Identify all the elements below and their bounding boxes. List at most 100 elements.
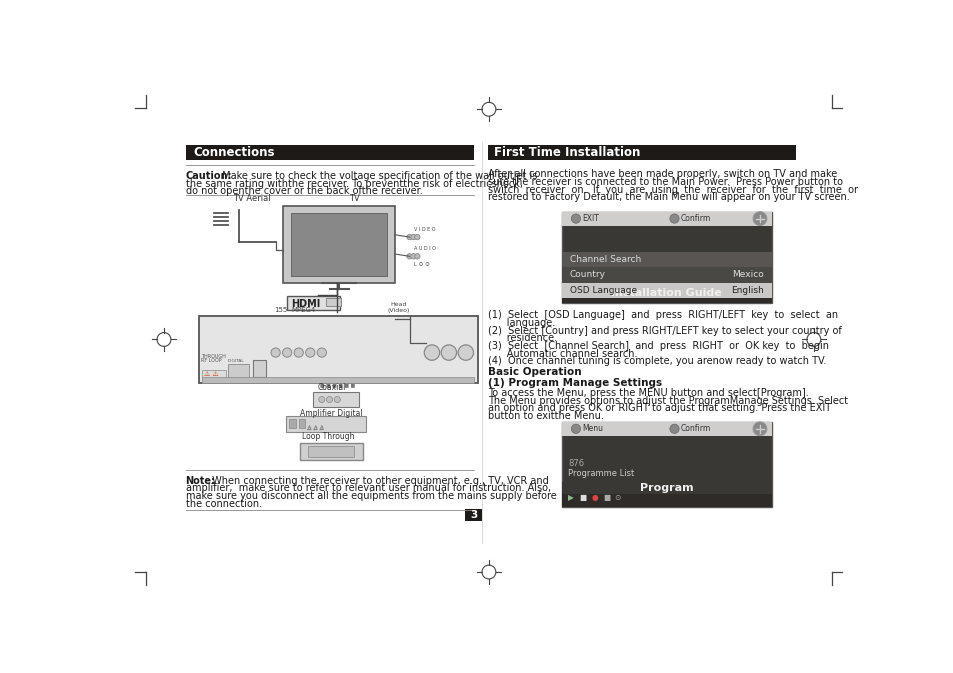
Text: residence.: residence.: [488, 333, 557, 343]
Bar: [561, 252, 771, 267]
Text: 3: 3: [470, 510, 476, 520]
Text: ⊙: ⊙: [614, 493, 620, 501]
Text: MPEG4: MPEG4: [291, 307, 314, 313]
Bar: [185, 145, 474, 160]
Text: (2)  Select [Country] and press RIGHT/LEFT key to select your country of: (2) Select [Country] and press RIGHT/LEF…: [488, 326, 841, 336]
Bar: [325, 298, 341, 306]
Bar: [561, 422, 771, 435]
Text: Basic Operation: Basic Operation: [488, 367, 581, 377]
Text: Amplifier Digital: Amplifier Digital: [300, 409, 362, 418]
Text: (4)  Once channel tuning is complete, you arenow ready to watch TV.: (4) Once channel tuning is complete, you…: [488, 357, 825, 366]
Bar: [561, 212, 771, 225]
Circle shape: [318, 396, 325, 402]
Text: Confirm: Confirm: [679, 424, 710, 433]
Bar: [313, 392, 358, 407]
Circle shape: [669, 214, 679, 223]
Circle shape: [334, 396, 340, 402]
Circle shape: [415, 234, 419, 240]
Circle shape: [457, 345, 473, 360]
Bar: [298, 419, 305, 428]
Bar: [561, 482, 771, 494]
Text: an option and press OK or RIGHT to adjust that setting. Press the EXIT: an option and press OK or RIGHT to adjus…: [488, 403, 830, 413]
Bar: [561, 494, 771, 507]
Text: language.: language.: [488, 318, 555, 328]
Text: HDMI: HDMI: [291, 299, 320, 309]
Circle shape: [326, 396, 333, 402]
Text: First Time Installation: First Time Installation: [494, 146, 640, 159]
Bar: [561, 267, 771, 283]
Text: button to exitthe Menu.: button to exitthe Menu.: [488, 411, 603, 421]
Circle shape: [752, 422, 766, 435]
Bar: [464, 509, 481, 521]
Circle shape: [424, 345, 439, 360]
Text: Program: Program: [639, 483, 693, 493]
Text: (1)  Select  [OSD Language]  and  press  RIGHT/LEFT  key  to  select  an: (1) Select [OSD Language] and press RIGH…: [488, 310, 838, 320]
Circle shape: [752, 212, 766, 225]
Text: Caution:: Caution:: [185, 171, 232, 181]
Text: Menu: Menu: [581, 424, 602, 433]
Circle shape: [294, 348, 303, 357]
Circle shape: [571, 424, 580, 433]
Text: TV: TV: [349, 194, 359, 203]
Text: Coaxial: Coaxial: [317, 384, 346, 392]
Circle shape: [271, 348, 280, 357]
Text: the same rating withthe receiver. To preventthe risk of electricshock,: the same rating withthe receiver. To pre…: [185, 178, 522, 188]
Text: ▶: ▶: [568, 493, 574, 501]
Text: make sure you disconnect all the equipments from the mains supply before: make sure you disconnect all the equipme…: [185, 491, 556, 501]
Circle shape: [282, 348, 292, 357]
Bar: [291, 213, 387, 277]
Text: English: English: [730, 286, 763, 295]
Text: ●: ●: [591, 493, 598, 501]
Text: OSD Language: OSD Language: [569, 286, 637, 295]
Bar: [561, 283, 771, 303]
Text: sure the receiver is connected to the Main Power.  Press Power button to: sure the receiver is connected to the Ma…: [488, 177, 842, 187]
Text: Connections: Connections: [193, 146, 274, 159]
Text: 876: 876: [568, 459, 584, 468]
Text: To access the Menu, press the MENU button and select[Program].: To access the Menu, press the MENU butto…: [488, 388, 808, 398]
Text: Note:: Note:: [185, 476, 215, 486]
Bar: [202, 369, 225, 380]
Bar: [300, 443, 363, 460]
Bar: [228, 364, 249, 380]
Text: TV Aerial: TV Aerial: [233, 194, 271, 203]
Text: After all connections have been made properly, switch on TV and make: After all connections have been made pro…: [488, 170, 837, 179]
Text: RF LOOP: RF LOOP: [201, 358, 221, 363]
Circle shape: [305, 348, 314, 357]
Text: ■: ■: [579, 493, 586, 501]
Text: L ⊙ ⊙: L ⊙ ⊙: [414, 262, 430, 267]
Text: do not openthe cover or the back ofthe receiver.: do not openthe cover or the back ofthe r…: [185, 186, 422, 197]
Circle shape: [411, 234, 416, 240]
Text: V I D E O: V I D E O: [414, 227, 436, 232]
Bar: [287, 296, 339, 310]
Text: the connection.: the connection.: [185, 499, 261, 509]
Text: 155: 155: [274, 307, 287, 313]
Bar: [561, 283, 771, 298]
Text: (3)  Select  [Channel Search]  and  press  RIGHT  or  OK key  to  begin: (3) Select [Channel Search] and press RI…: [488, 341, 828, 351]
Circle shape: [415, 254, 419, 259]
Text: Country: Country: [569, 271, 605, 279]
Bar: [561, 422, 771, 507]
Circle shape: [669, 424, 679, 433]
Text: amplifier,  make sure to refer to relevant user manual for instruction. Also,: amplifier, make sure to refer to relevan…: [185, 483, 550, 493]
Circle shape: [440, 345, 456, 360]
Text: (1) Program Manage Settings: (1) Program Manage Settings: [488, 378, 661, 388]
Text: Programme List: Programme List: [568, 469, 634, 478]
Bar: [285, 417, 366, 432]
Circle shape: [411, 254, 416, 259]
Text: Mexico: Mexico: [731, 271, 763, 279]
Text: A U D I O: A U D I O: [414, 246, 436, 251]
Text: DIGITAL: DIGITAL: [228, 359, 244, 363]
Text: Confirm: Confirm: [679, 214, 710, 223]
Bar: [488, 145, 796, 160]
Text: When connecting the receiver to other equipment, e.g., TV, VCR and: When connecting the receiver to other eq…: [209, 476, 548, 486]
Text: switch  receiver  on.  If  you  are  using  the  receiver  for  the  first  time: switch receiver on. If you are using the…: [488, 184, 858, 194]
Bar: [202, 377, 474, 384]
Bar: [308, 446, 354, 456]
Circle shape: [571, 214, 580, 223]
Bar: [198, 316, 477, 384]
Text: ⚠ ⚠: ⚠ ⚠: [204, 371, 218, 377]
Text: The Menu provides options to adjust the ProgramManage Settings. Select: The Menu provides options to adjust the …: [488, 396, 847, 406]
Bar: [253, 360, 266, 377]
Circle shape: [407, 234, 412, 240]
Bar: [561, 212, 771, 303]
